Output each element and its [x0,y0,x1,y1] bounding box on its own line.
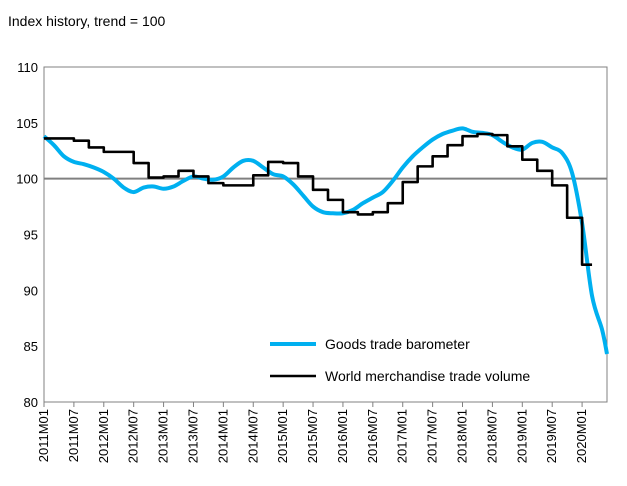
legend-label-goods-trade-barometer: Goods trade barometer [325,336,470,352]
plot-area [43,66,608,403]
y-tick-label: 95 [24,228,38,243]
legend: Goods trade barometer World merchandise … [270,336,530,384]
x-tick-label: 2018M01 [455,409,470,463]
x-tick-label: 2019M01 [514,409,529,463]
x-tick-label: 2014M01 [215,409,230,463]
y-tick-label: 105 [16,116,38,131]
x-tick-label: 2012M07 [126,409,141,463]
y-tick-label: 100 [16,172,38,187]
x-tick-label: 2015M01 [275,409,290,463]
x-tick-label: 2020M01 [574,409,589,463]
y-axis: 80 85 90 95 100 105 110 [16,60,38,410]
x-tick-label: 2013M01 [156,409,171,463]
x-tick-label: 2016M07 [365,409,380,463]
x-tick-label: 2018M07 [484,409,499,463]
series-line-world-merchandise-trade-volume [44,132,593,266]
y-tick-label: 85 [24,339,38,354]
x-axis: 2011M01 2011M07 2012M01 2012M07 2013M01 2013M… [36,402,589,463]
y-tick-label: 90 [24,283,38,298]
x-tick-label: 2014M07 [245,409,260,463]
x-tick-label: 2011M07 [66,409,81,462]
x-tick-label: 2019M07 [544,409,559,463]
x-tick-label: 2011M01 [36,409,51,462]
x-tick-label: 2017M07 [425,409,440,463]
chart-title: Index history, trend = 100 [8,13,166,29]
x-tick-label: 2017M01 [395,409,410,463]
legend-label-world-merchandise-trade-volume: World merchandise trade volume [325,368,530,384]
series-layer [42,126,609,355]
y-tick-label: 110 [17,60,38,75]
x-tick-label: 2012M01 [96,409,111,463]
x-tick-label: 2016M01 [335,409,350,463]
y-tick-label: 80 [24,395,38,410]
x-tick-label: 2015M07 [305,409,320,463]
x-tick-label: 2013M07 [185,409,200,463]
series-line-goods-trade-barometer [42,126,609,355]
